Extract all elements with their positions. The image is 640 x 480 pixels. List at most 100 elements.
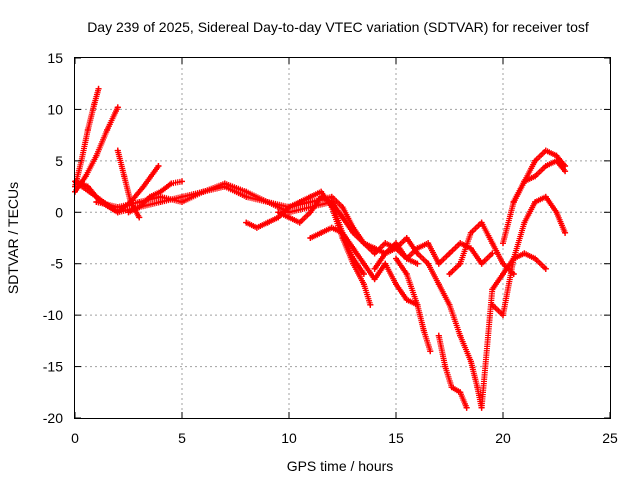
data-point	[489, 240, 496, 247]
data-point	[168, 180, 175, 187]
series-band	[393, 255, 434, 355]
data-point	[521, 178, 528, 185]
data-point	[500, 260, 506, 267]
series-arc-16	[489, 193, 569, 319]
data-point	[403, 235, 410, 241]
y-tick-label: -5	[51, 256, 64, 272]
data-point	[553, 209, 560, 216]
data-point	[318, 229, 325, 236]
series-arc-7	[125, 178, 185, 216]
series-arc-9	[275, 193, 367, 277]
data-point	[93, 199, 100, 205]
data-point	[382, 260, 389, 267]
data-point	[403, 255, 410, 262]
data-point	[350, 245, 357, 252]
data-point	[500, 271, 506, 277]
data-point	[420, 327, 427, 334]
data-point	[393, 255, 399, 262]
data-point	[360, 240, 367, 247]
x-tick-label: 20	[495, 430, 511, 446]
y-tick-labels: 15 10 5 0 -5 -10 -15 -20	[43, 50, 63, 426]
data-point	[448, 384, 455, 391]
chart-title: Day 239 of 2025, Sidereal Day-to-day VTE…	[87, 19, 589, 35]
data-point	[82, 173, 89, 180]
series-band	[425, 250, 549, 411]
data-point	[136, 214, 143, 221]
series-arc-12	[371, 240, 496, 272]
data-point	[243, 219, 250, 226]
data-point	[489, 250, 496, 257]
data-point	[474, 384, 481, 391]
data-point	[489, 286, 496, 293]
data-point	[500, 312, 506, 319]
data-point	[510, 199, 517, 205]
data-point	[114, 204, 121, 211]
data-point	[179, 178, 185, 185]
data-point	[382, 240, 389, 247]
data-point	[104, 127, 111, 133]
y-tick-label: -20	[43, 410, 63, 426]
data-point	[425, 260, 432, 267]
y-tick-label: -15	[43, 359, 63, 375]
data-point	[114, 104, 121, 111]
grid-lines	[75, 58, 610, 418]
data-point	[414, 260, 421, 267]
data-point	[114, 209, 121, 216]
data-point	[179, 193, 185, 200]
data-point	[264, 219, 271, 226]
x-tick-labels: 0 5 10 15 20 25	[71, 430, 618, 446]
data-point	[328, 193, 335, 200]
data-point	[393, 281, 399, 288]
data-point	[414, 301, 421, 308]
series-arc-6	[114, 147, 143, 221]
data-point	[200, 188, 207, 195]
data-point	[350, 255, 357, 262]
data-point	[367, 301, 374, 308]
data-point	[371, 276, 378, 283]
data-point	[500, 240, 506, 247]
data-point	[532, 157, 539, 164]
data-point	[307, 209, 314, 216]
series-arc-8	[243, 188, 374, 308]
x-tick-label: 5	[178, 430, 186, 446]
data-point	[542, 193, 549, 200]
data-point	[562, 168, 569, 175]
data-point	[463, 404, 470, 411]
data-point	[457, 389, 464, 396]
data-point	[510, 255, 517, 262]
data-point	[478, 219, 485, 226]
data-point	[121, 173, 128, 180]
data-point	[467, 358, 474, 365]
data-point	[521, 250, 528, 257]
y-tick-label: 10	[47, 101, 63, 117]
data-point	[435, 281, 442, 288]
series-arc-14	[435, 332, 470, 411]
y-tick-label: 5	[55, 153, 63, 169]
data-point	[360, 281, 367, 288]
data-point	[136, 204, 143, 211]
data-point	[328, 199, 335, 205]
data-point	[157, 193, 164, 200]
data-point	[243, 193, 250, 200]
data-point	[307, 199, 314, 205]
data-point	[360, 271, 367, 277]
series-arc-18	[500, 157, 569, 247]
data-point	[446, 271, 453, 277]
x-tick-label: 15	[388, 430, 404, 446]
data-point	[243, 188, 250, 195]
series-arc-13	[425, 250, 549, 411]
data-point	[532, 255, 539, 262]
data-point	[93, 152, 100, 159]
data-point	[427, 348, 434, 355]
data-point	[442, 363, 449, 370]
data-point	[467, 245, 474, 252]
data-point	[532, 199, 539, 205]
data-point	[155, 163, 162, 169]
data-point	[542, 265, 549, 272]
data-point	[157, 188, 164, 195]
data-point	[157, 199, 164, 205]
data-point	[478, 260, 485, 267]
data-point	[179, 199, 185, 205]
data-point	[264, 199, 271, 205]
